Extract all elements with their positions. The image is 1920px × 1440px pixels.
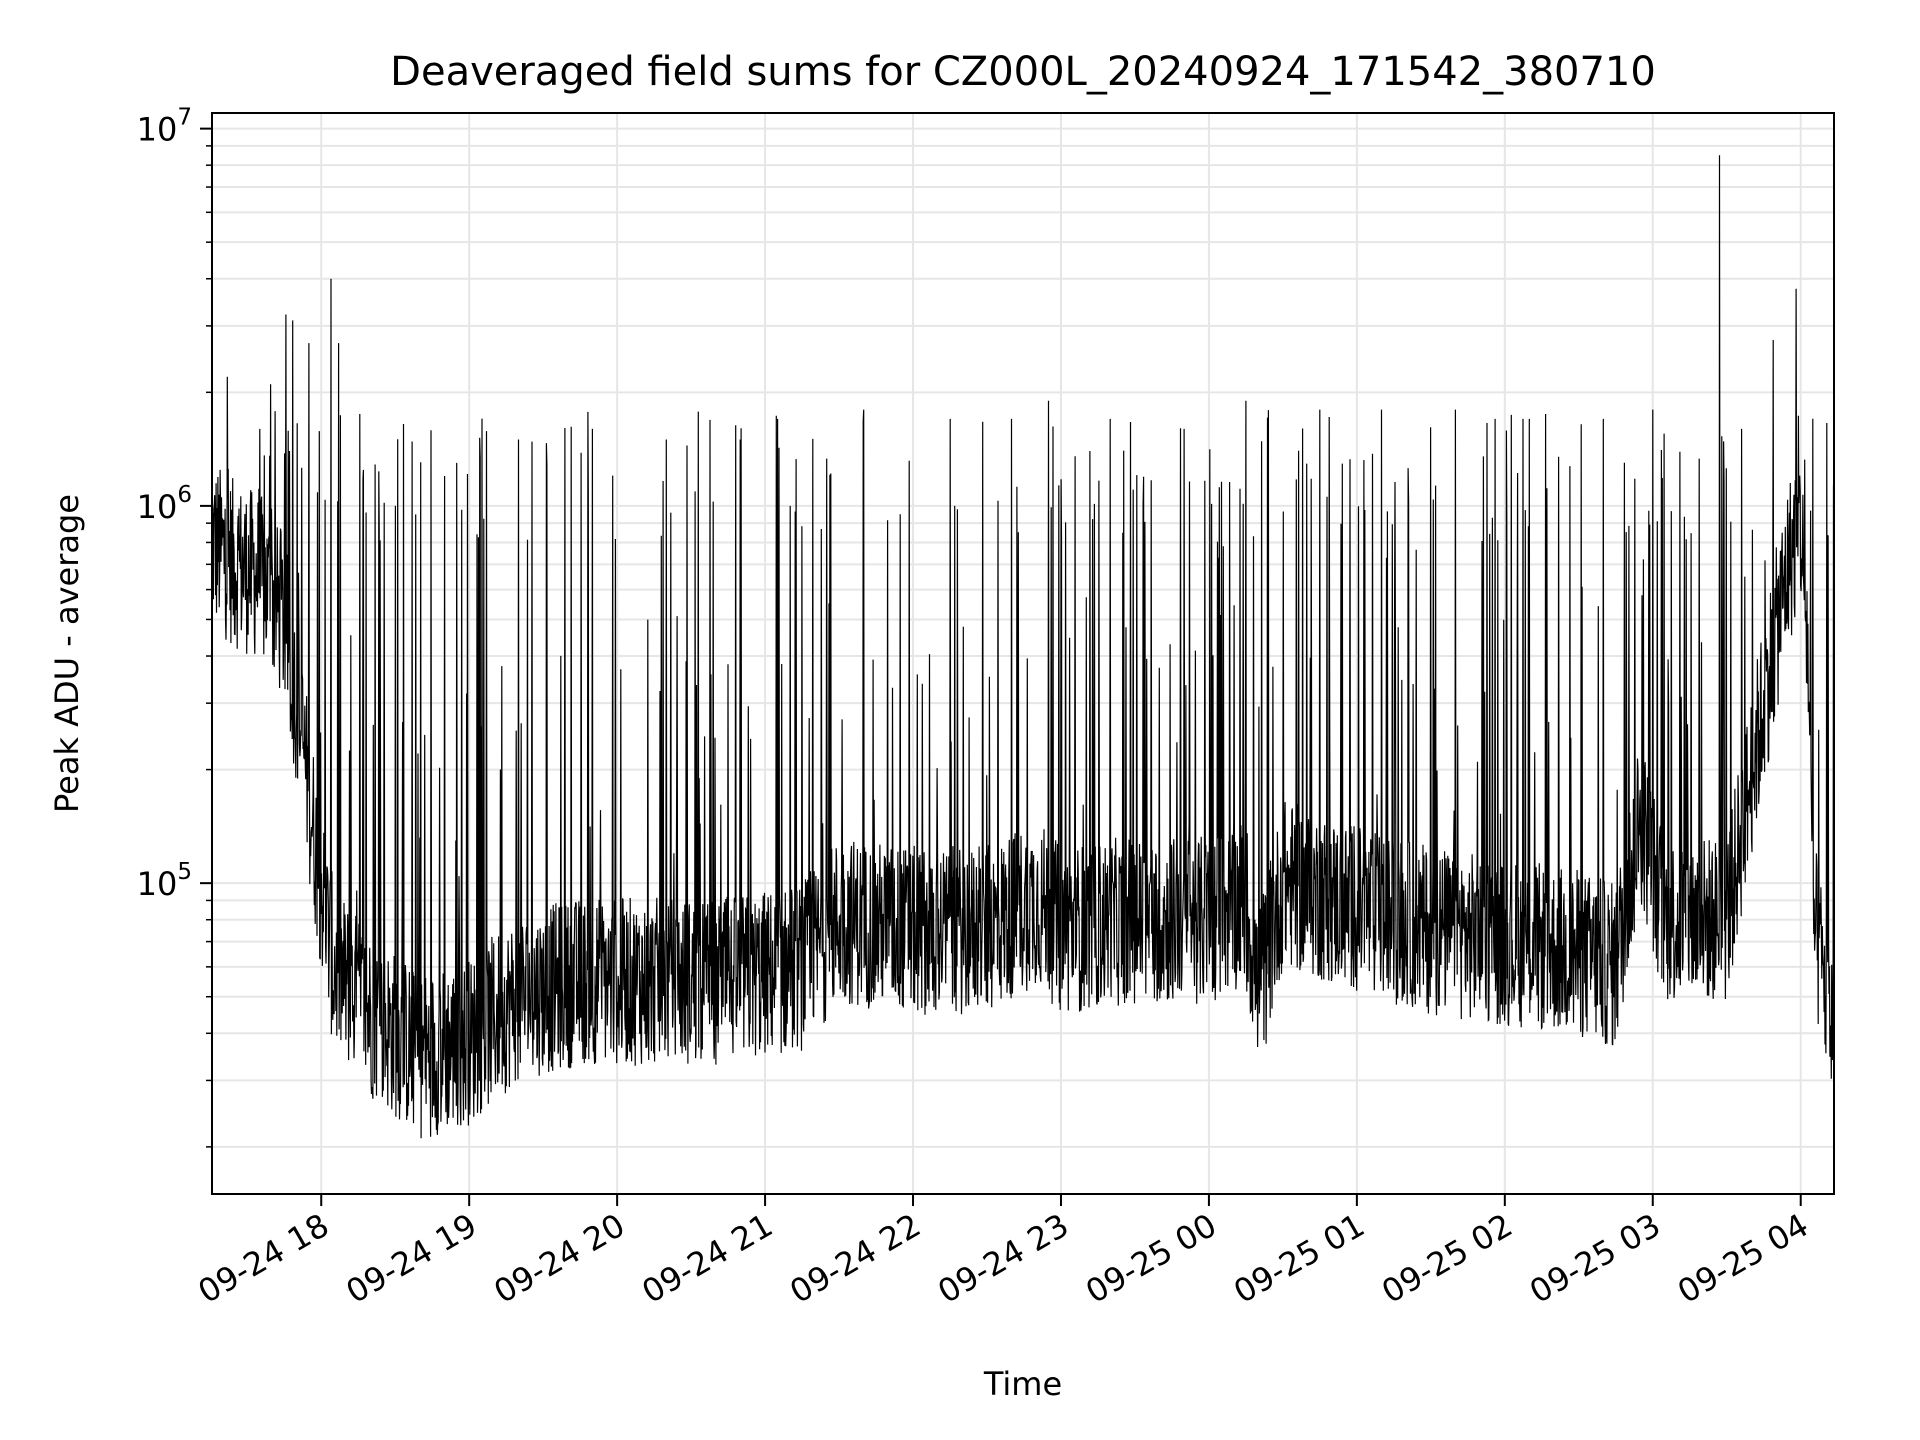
x-tick-label: 09-24 21 [635,1206,779,1311]
y-tick-label: 107 [137,105,192,149]
plot-frame [211,112,1835,1195]
x-tick-label: 09-25 04 [1671,1206,1815,1311]
y-axis-label: Peak ADU - average [48,494,86,813]
x-tick-label: 09-25 02 [1375,1206,1519,1311]
grid [212,113,1834,1194]
x-tick-label: 09-24 23 [931,1206,1075,1311]
chart-title: Deaveraged field sums for CZ000L_2024092… [390,49,1656,95]
series-layer [211,155,1835,1139]
x-tick-label: 09-24 22 [783,1206,927,1311]
x-tick-label: 09-25 03 [1523,1206,1667,1311]
y-axis: 105 106 107 [137,105,212,1148]
x-axis-label: Time [983,1365,1062,1403]
x-tick-label: 09-25 01 [1227,1206,1371,1311]
y-tick-label: 106 [137,482,192,526]
x-tick-label: 09-25 00 [1079,1206,1223,1311]
data-series-line [211,155,1835,1139]
x-axis: 09-24 18 09-24 19 09-24 20 09-24 21 09-24 22… [192,1194,1815,1311]
y-tick-label: 105 [137,859,192,903]
x-tick-label: 09-24 18 [192,1206,336,1311]
x-tick-label: 09-24 19 [340,1206,484,1311]
x-tick-label: 09-24 20 [488,1206,632,1311]
